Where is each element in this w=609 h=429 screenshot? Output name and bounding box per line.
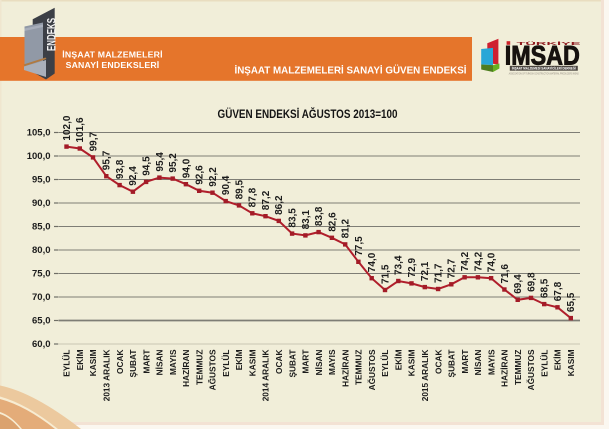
svg-text:65,5: 65,5: [566, 292, 577, 312]
svg-text:GÜVEN ENDEKSİ AĞUSTOS 2013=100: GÜVEN ENDEKSİ AĞUSTOS 2013=100: [218, 108, 398, 121]
svg-text:AĞUSTOS: AĞUSTOS: [366, 349, 377, 390]
svg-text:95,0: 95,0: [32, 175, 51, 186]
svg-text:95,2: 95,2: [168, 153, 179, 173]
svg-text:69,4: 69,4: [513, 274, 524, 294]
svg-text:NİSAN: NİSAN: [314, 350, 324, 376]
svg-text:105,0: 105,0: [27, 128, 51, 139]
svg-text:EKİM: EKİM: [393, 349, 403, 370]
svg-text:94,0: 94,0: [181, 158, 192, 178]
svg-text:MAYIS: MAYIS: [486, 349, 496, 375]
svg-text:EYLÜL: EYLÜL: [62, 350, 72, 377]
svg-text:65,0: 65,0: [32, 316, 51, 327]
svg-text:OCAK: OCAK: [274, 350, 284, 374]
svg-text:74,0: 74,0: [367, 252, 378, 272]
svg-text:89,5: 89,5: [234, 179, 245, 199]
svg-text:83,1: 83,1: [301, 209, 312, 229]
svg-text:69,8: 69,8: [526, 272, 537, 292]
svg-text:MAYIS: MAYIS: [168, 349, 178, 375]
svg-text:72,1: 72,1: [420, 261, 431, 281]
svg-text:TEMMUZ: TEMMUZ: [194, 350, 204, 386]
svg-text:TEMMUZ: TEMMUZ: [513, 350, 523, 386]
svg-text:OCAK: OCAK: [433, 350, 443, 374]
svg-text:EKİM: EKİM: [553, 349, 563, 370]
svg-text:TEMMUZ: TEMMUZ: [354, 350, 364, 386]
svg-text:81,2: 81,2: [341, 218, 352, 238]
svg-text:73,4: 73,4: [394, 255, 405, 275]
svg-text:77,5: 77,5: [354, 236, 365, 256]
svg-text:IMSAD: IMSAD: [505, 40, 580, 70]
svg-text:82,6: 82,6: [327, 212, 338, 232]
svg-text:İNŞAAT MALZEMELERİ: İNŞAAT MALZEMELERİ: [62, 50, 162, 60]
svg-text:74,2: 74,2: [473, 251, 484, 271]
svg-text:İNŞAAT MALZEMESİ SANAYİCİLERİ: İNŞAAT MALZEMESİ SANAYİCİLERİ DERNEĞİ: [512, 66, 576, 71]
svg-text:87,8: 87,8: [248, 187, 259, 207]
svg-text:MART: MART: [460, 350, 470, 374]
svg-text:2014 ARALIK: 2014 ARALIK: [261, 349, 271, 401]
svg-text:68,5: 68,5: [540, 278, 551, 298]
svg-text:74,0: 74,0: [487, 252, 498, 272]
svg-text:100,0: 100,0: [27, 151, 51, 162]
svg-text:KASIM: KASIM: [566, 349, 576, 376]
svg-text:NİSAN: NİSAN: [473, 350, 483, 376]
svg-text:71,7: 71,7: [434, 263, 445, 283]
svg-text:MART: MART: [141, 350, 151, 374]
svg-text:ŞUBAT: ŞUBAT: [128, 350, 138, 378]
svg-text:101,6: 101,6: [75, 117, 86, 142]
svg-text:MART: MART: [301, 350, 311, 374]
svg-text:İNŞAAT MALZEMELERİ SANAYİ GÜVE: İNŞAAT MALZEMELERİ SANAYİ GÜVEN ENDEKSİ: [235, 63, 467, 76]
svg-text:83,5: 83,5: [288, 208, 299, 228]
svg-text:93,8: 93,8: [115, 159, 126, 179]
svg-text:HAZİRAN: HAZİRAN: [340, 350, 350, 387]
svg-text:75,0: 75,0: [32, 269, 51, 280]
svg-text:ŞUBAT: ŞUBAT: [447, 350, 457, 378]
svg-text:NİSAN: NİSAN: [155, 350, 165, 376]
svg-text:EYLÜL: EYLÜL: [221, 350, 231, 377]
svg-text:KASIM: KASIM: [407, 349, 417, 376]
svg-text:TÜRKİYE: TÜRKİYE: [517, 40, 581, 46]
svg-text:85,0: 85,0: [32, 222, 51, 233]
svg-text:71,6: 71,6: [500, 264, 511, 284]
svg-text:72,9: 72,9: [407, 257, 418, 277]
svg-text:95,7: 95,7: [102, 150, 113, 170]
svg-text:83,8: 83,8: [314, 206, 325, 226]
svg-text:80,0: 80,0: [32, 245, 51, 256]
svg-text:92,6: 92,6: [195, 165, 206, 185]
svg-text:EKİM: EKİM: [234, 349, 244, 370]
svg-text:KASIM: KASIM: [248, 349, 258, 376]
svg-text:90,0: 90,0: [32, 198, 51, 209]
svg-text:92,2: 92,2: [208, 167, 219, 187]
svg-text:94,5: 94,5: [142, 156, 153, 176]
svg-text:SANAYİ ENDEKSLERİ: SANAYİ ENDEKSLERİ: [66, 60, 160, 70]
svg-text:2015 ARALIK: 2015 ARALIK: [420, 349, 430, 401]
svg-text:87,2: 87,2: [261, 190, 272, 210]
svg-text:70,0: 70,0: [32, 292, 51, 303]
svg-text:74,2: 74,2: [460, 251, 471, 271]
svg-text:71,5: 71,5: [380, 264, 391, 284]
svg-text:MAYIS: MAYIS: [327, 349, 337, 375]
svg-text:ASSOCIATION OF TURKISH CONSTRU: ASSOCIATION OF TURKISH CONSTRUCTION MATE…: [509, 71, 579, 75]
svg-text:KASIM: KASIM: [88, 349, 98, 376]
svg-text:86,2: 86,2: [274, 195, 285, 215]
svg-text:92,4: 92,4: [128, 166, 139, 186]
svg-text:67,8: 67,8: [553, 281, 564, 301]
svg-text:EYLÜL: EYLÜL: [539, 350, 549, 377]
svg-text:2013 ARALIK: 2013 ARALIK: [102, 349, 112, 401]
svg-text:60,0: 60,0: [32, 339, 51, 350]
svg-text:OCAK: OCAK: [115, 350, 125, 374]
svg-text:ŞUBAT: ŞUBAT: [287, 350, 297, 378]
svg-text:AĞUSTOS: AĞUSTOS: [207, 349, 218, 390]
svg-text:EKİM: EKİM: [75, 349, 85, 370]
svg-text:99,7: 99,7: [88, 131, 99, 151]
svg-text:95,4: 95,4: [155, 152, 166, 172]
svg-text:72,7: 72,7: [447, 258, 458, 278]
svg-text:HAZİRAN: HAZİRAN: [500, 349, 510, 386]
svg-text:HAZİRAN: HAZİRAN: [181, 350, 191, 387]
svg-text:EYLÜL: EYLÜL: [380, 350, 390, 377]
svg-text:90,4: 90,4: [221, 175, 232, 195]
svg-text:AĞUSTOS: AĞUSTOS: [525, 349, 536, 390]
svg-text:102,0: 102,0: [62, 115, 73, 140]
svg-text:ENDEKS: ENDEKS: [46, 18, 58, 51]
